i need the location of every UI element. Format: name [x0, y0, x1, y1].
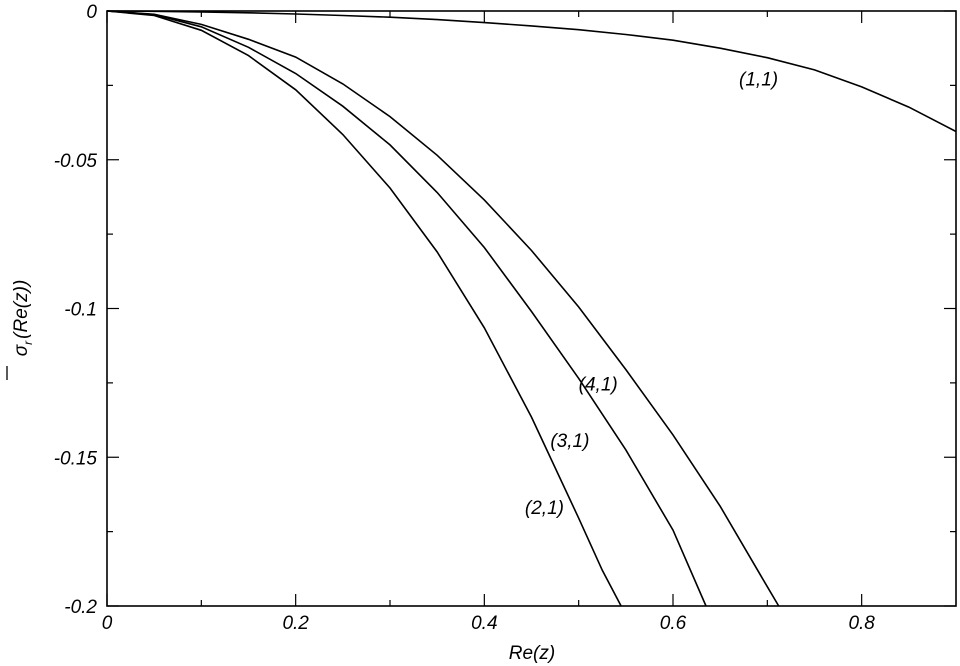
y-tick-label: -0.1: [64, 300, 97, 321]
y-axis-title: σr(Re(z)): [11, 280, 35, 357]
series-line-2: [106, 10, 707, 607]
x-tick-label: 0: [102, 613, 113, 634]
x-axis-title: Re(z): [509, 643, 555, 664]
y-axis-title-subscript: r: [21, 340, 35, 345]
y-tick-label: -0.15: [54, 448, 98, 469]
series-line-1: [106, 10, 622, 607]
y-tick-label: -0.05: [54, 151, 98, 172]
series-label-0: (1,1): [739, 69, 778, 90]
series-label-1: (2,1): [525, 498, 564, 519]
x-tick-label: 0.4: [471, 613, 497, 634]
series-line-0: [106, 10, 957, 133]
x-tick-label: 0.8: [848, 613, 875, 634]
data-curves: [106, 10, 957, 607]
series-line-3: [106, 10, 780, 607]
series-label-3: (4,1): [579, 374, 618, 395]
y-tick-label: -0.2: [64, 597, 97, 618]
y-axis-title-sigma: σ: [11, 343, 32, 356]
curve-labels: (1,1) (2,1) (3,1) (4,1): [525, 69, 778, 518]
plot-frame: [106, 10, 957, 607]
y-axis-title-rest: (Re(z)): [11, 280, 32, 339]
tick-labels: 0 0.2 0.4 0.6 0.8 0 -0.05 -0.1 -0.15 -0.2: [54, 2, 876, 634]
series-label-2: (3,1): [550, 431, 589, 452]
y-tick-label: 0: [86, 2, 97, 23]
x-tick-label: 0.6: [660, 613, 687, 634]
x-tick-label: 0.2: [282, 613, 309, 634]
